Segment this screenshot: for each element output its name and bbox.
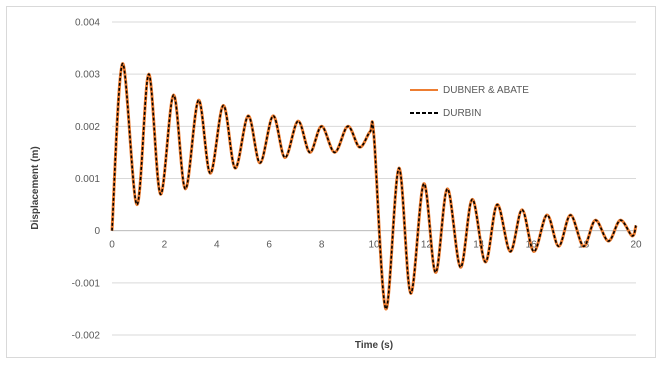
x-tick-label: 2 — [162, 240, 168, 251]
x-tick-label: 8 — [319, 240, 325, 251]
y-axis-title: Displacement (m) — [30, 146, 41, 229]
series-line-durbin — [111, 62, 637, 310]
legend: DUBNER & ABATE DURBIN — [410, 85, 529, 119]
legend-label-durbin: DURBIN — [443, 108, 481, 119]
series-line-dubner-abate — [110, 62, 638, 311]
legend-label-dubner-abate: DUBNER & ABATE — [443, 85, 529, 96]
y-tick-label: -0.002 — [72, 331, 101, 342]
x-tick-label: 20 — [630, 240, 642, 251]
y-tick-label: 0.004 — [75, 18, 100, 29]
x-tick-label: 14 — [473, 240, 485, 251]
gridlines — [112, 21, 636, 336]
x-tick-label: 0 — [109, 240, 115, 251]
x-tick-label: 10 — [368, 240, 380, 251]
y-tick-label: -0.001 — [72, 278, 101, 289]
y-tick-label: 0.001 — [75, 174, 100, 185]
x-axis-title: Time (s) — [355, 340, 393, 351]
y-tick-labels: 0.004 0.003 0.002 0.001 0 -0.001 -0.002 — [72, 18, 101, 342]
y-tick-label: 0.002 — [75, 122, 100, 133]
x-tick-label: 6 — [266, 240, 272, 251]
x-tick-label: 12 — [421, 240, 433, 251]
x-tick-label: 4 — [214, 240, 220, 251]
series-lines — [110, 62, 638, 311]
y-tick-label: 0.003 — [75, 70, 100, 81]
y-tick-label: 0 — [94, 226, 100, 237]
